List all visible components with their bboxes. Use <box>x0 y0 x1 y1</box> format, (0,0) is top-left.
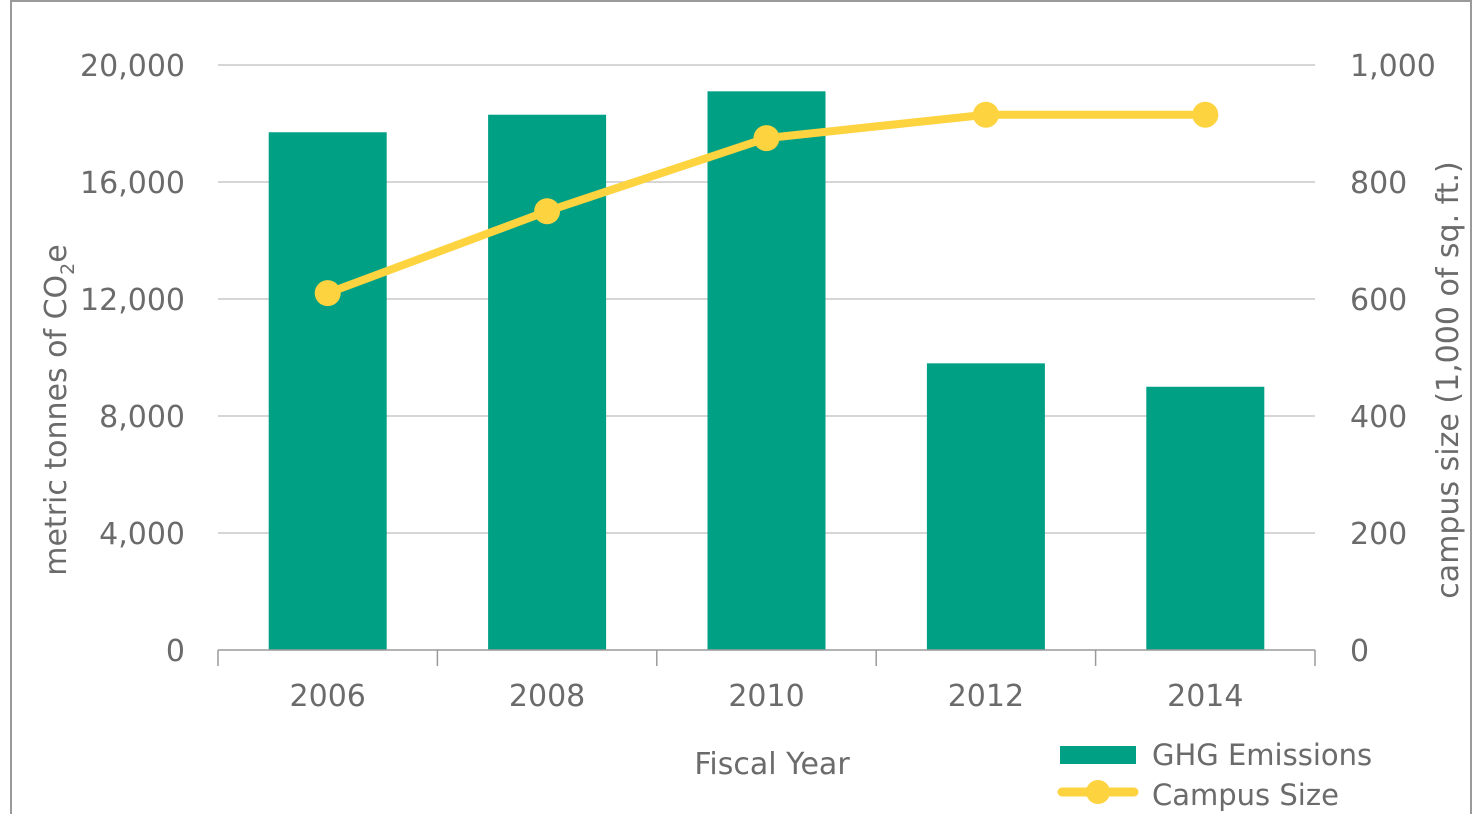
legend-label-campus: Campus Size <box>1152 778 1339 812</box>
bar-series <box>268 91 1265 651</box>
legend-swatch-campus-marker <box>1086 780 1110 804</box>
y-axis-left-title-subscript: 2 <box>57 263 79 275</box>
y-axis-left: 0 4,000 8,000 12,000 16,000 20,000 <box>80 49 185 669</box>
y-left-tick-label-1: 4,000 <box>99 517 185 552</box>
legend: GHG Emissions Campus Size <box>1057 738 1372 812</box>
campus-size-point-2010 <box>753 125 780 152</box>
y-left-tick-label-0: 0 <box>166 634 185 669</box>
y-right-tick-label-5: 1,000 <box>1350 49 1436 84</box>
line-series <box>314 101 1219 307</box>
y-axis-right: 0 200 400 600 800 1,000 <box>1350 49 1436 669</box>
y-right-tick-label-4: 800 <box>1350 166 1407 201</box>
y-left-tick-label-4: 16,000 <box>80 166 185 201</box>
y-axis-left-title: metric tonnes of CO2e <box>39 244 79 576</box>
x-tick-label-2008: 2008 <box>509 679 585 714</box>
bar-2006 <box>268 132 387 650</box>
x-tick-label-2006: 2006 <box>290 679 366 714</box>
bar-2014 <box>1146 386 1265 650</box>
y-right-tick-label-3: 600 <box>1350 283 1407 318</box>
campus-size-point-2008 <box>534 198 561 225</box>
legend-label-ghg: GHG Emissions <box>1152 738 1372 772</box>
y-left-tick-label-2: 8,000 <box>99 400 185 435</box>
x-tick-label-2014: 2014 <box>1167 679 1243 714</box>
y-left-tick-label-3: 12,000 <box>80 283 185 318</box>
legend-swatch-ghg <box>1060 746 1136 764</box>
campus-size-point-2014 <box>1192 101 1219 128</box>
y-right-tick-label-1: 200 <box>1350 517 1407 552</box>
x-axis-title: Fiscal Year <box>694 747 850 782</box>
campus-size-point-2006 <box>314 280 341 307</box>
y-right-tick-label-2: 400 <box>1350 400 1407 435</box>
y-axis-left-title-suffix: e <box>39 244 74 262</box>
x-tick-label-2012: 2012 <box>948 679 1024 714</box>
bar-2012 <box>926 363 1045 650</box>
y-axis-left-title-main: metric tonnes of CO <box>39 275 74 576</box>
x-axis: 2006 2008 2010 2012 2014 <box>217 649 1316 714</box>
bar-2010 <box>707 91 826 650</box>
y-left-tick-label-5: 20,000 <box>80 49 185 84</box>
y-axis-right-title: campus size (1,000 of sq. ft.) <box>1431 161 1466 598</box>
x-tick-label-2010: 2010 <box>728 679 804 714</box>
campus-size-point-2012 <box>972 101 999 128</box>
y-right-tick-label-0: 0 <box>1350 634 1369 669</box>
